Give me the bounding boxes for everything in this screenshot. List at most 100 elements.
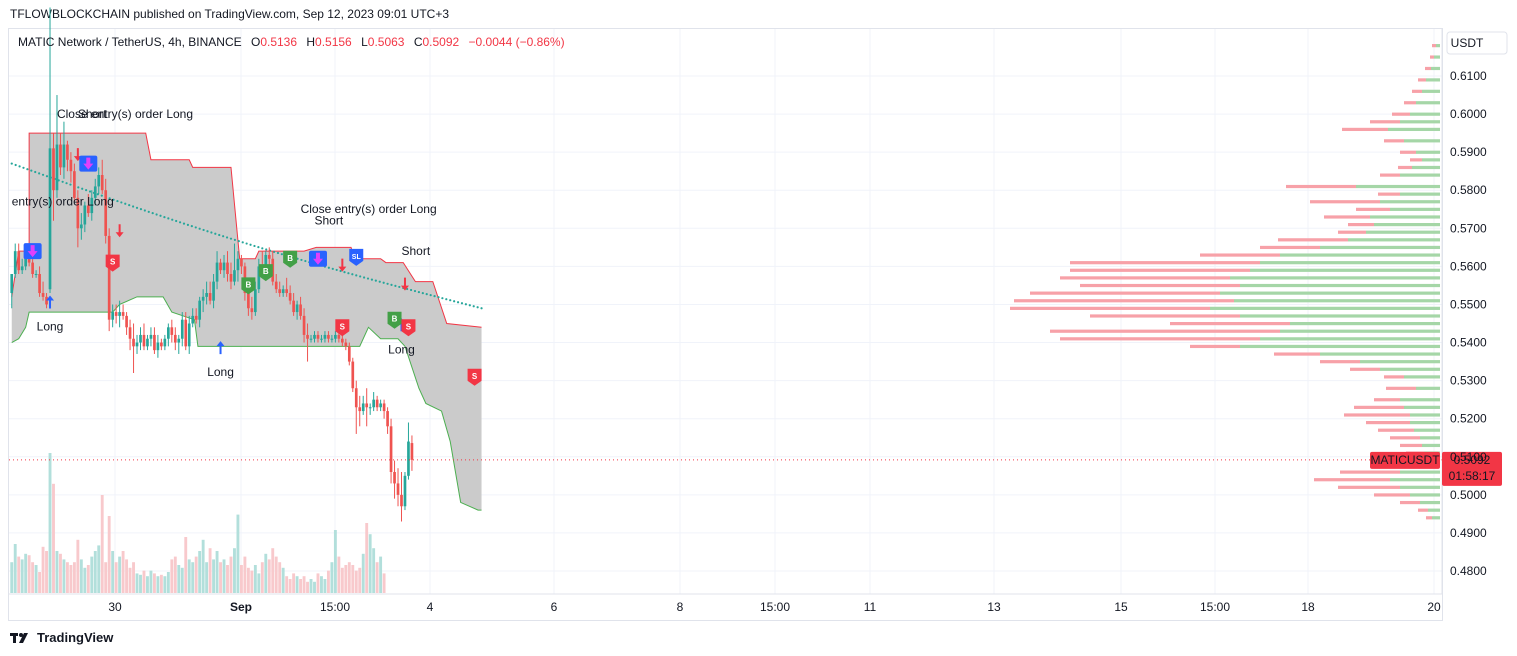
volume-profile-up-bar [1410,112,1440,116]
volume-bar [107,516,111,593]
trend-dot [120,201,123,204]
volume-bar [233,548,236,593]
trend-dot [206,230,209,233]
volume-bar [320,576,323,593]
volume-bar [114,562,118,593]
legend-low-label: L [361,35,368,49]
price-tick: 0.5200 [1450,412,1487,426]
candle-body [351,361,355,389]
volume-profile-up-bar [1320,352,1440,356]
candle-body [327,334,330,339]
price-tag-countdown: 01:58:17 [1449,469,1496,483]
volume-bar [201,539,205,593]
volume-bar [208,548,212,593]
price-tick: 0.4800 [1450,564,1487,578]
time-tick: Sep [230,600,252,614]
volume-bar [316,573,320,593]
volume-profile-up-bar [1414,428,1440,432]
volume-profile-up-bar [1416,150,1440,154]
signal-label-long: Long [388,342,415,356]
volume-profile-down-bar [1378,428,1414,432]
candle-body [219,262,222,271]
tradingview-logo-icon [10,632,28,643]
trend-dot [38,172,41,175]
trend-dot [116,199,119,203]
tradingview-footer[interactable]: TradingView [10,630,113,645]
candle-body [396,483,400,495]
volume-profile-down-bar [1170,322,1290,326]
trend-dot [339,269,342,273]
volume-profile-up-bar [1432,516,1440,520]
volume-bar [139,574,142,593]
trend-dot [417,290,420,294]
signal-badge [105,254,120,272]
legend-high: 0.5156 [315,35,352,49]
volume-profile-down-bar [1374,398,1400,402]
volume-profile-down-bar [1390,436,1420,440]
trend-dot [421,291,424,295]
candle-body [177,338,181,343]
candle-body [45,296,48,305]
volume-profile-up-bar [1416,386,1440,390]
volume-profile-up-bar [1360,360,1440,364]
volume-profile-down-bar [1340,470,1400,474]
volume-profile-up-bar [1390,478,1440,482]
candle-body [184,319,188,347]
channel-band-fill [11,133,482,511]
trend-dot [366,277,370,280]
volume-bar [34,565,38,593]
volume-bar [62,559,66,593]
volume-profile-up-bar [1388,127,1440,132]
time-tick: 30 [108,600,122,614]
candle-body [292,300,295,313]
candle-body [320,338,323,340]
signal-badge-text: S [110,258,116,267]
volume-profile-up-bar [1412,165,1440,170]
legend-symbol: MATIC Network / TetherUS, 4h, BINANCE [18,35,242,49]
volume-bar [159,574,163,593]
price-tick: 0.6100 [1450,69,1487,83]
volume-profile-down-bar [1366,421,1410,425]
volume-bar [198,551,202,593]
candle-body [10,274,14,294]
price-tick: 0.5500 [1450,297,1487,311]
trend-dot [194,226,197,229]
volume-profile-down-bar [1350,367,1380,371]
volume-bar [111,551,115,593]
volume-profile-down-bar [1320,360,1360,364]
volume-bar [55,551,59,593]
trend-dot [229,237,233,240]
candle-body [59,144,62,168]
volume-bar [354,570,358,593]
volume-bar [344,565,348,593]
candle-body [267,254,271,259]
candle-body [167,327,170,339]
volume-bar [219,562,222,593]
volume-bar [253,565,257,593]
volume-bar [83,567,87,593]
signal-badge-text: SL [352,254,362,261]
volume-bar [86,565,90,593]
volume-profile-down-bar [1014,299,1234,303]
volume-bar [326,570,330,593]
price-tick: 0.5600 [1450,259,1487,273]
trend-dot [112,198,115,201]
volume-profile-down-bar [1432,44,1436,48]
currency-box [1446,31,1508,55]
close-arrow-icon [83,157,94,170]
volume-bar [146,576,149,593]
trend-dot [65,182,68,185]
volume-bar [93,551,97,593]
trend-dot [378,280,381,283]
candle-body [180,319,184,339]
candle-body [250,308,254,313]
trend-dot [45,175,49,178]
volume-bar [27,555,31,593]
currency-label: USDT [1451,36,1484,50]
candle-body [128,327,132,339]
volume-profile-up-bar [1400,398,1440,402]
candle-body [295,304,299,313]
candle-body [191,315,195,324]
price-tick: 0.5800 [1450,183,1487,197]
